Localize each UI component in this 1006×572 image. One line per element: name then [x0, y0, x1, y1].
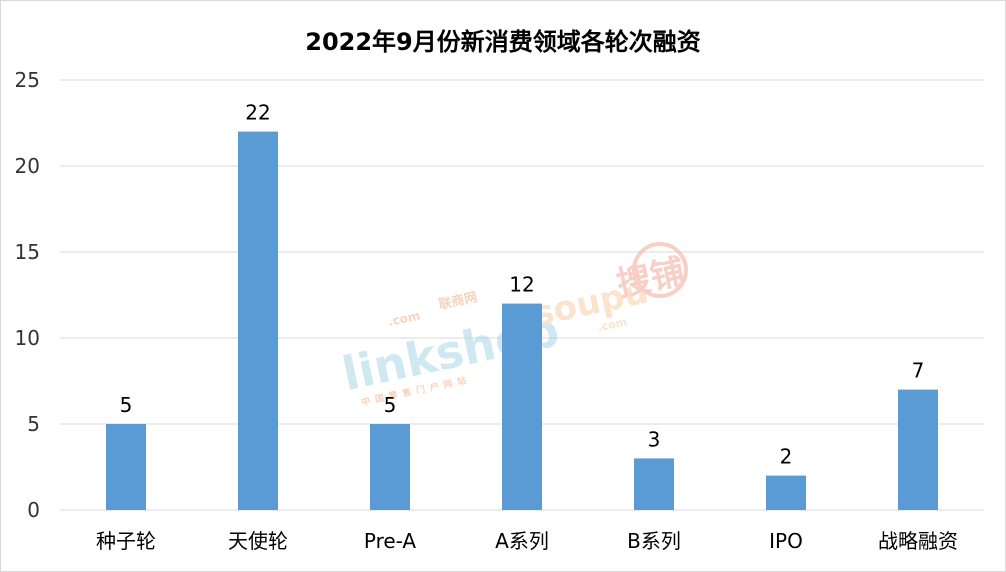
y-tick-label: 0 [27, 498, 40, 522]
bar [370, 424, 410, 510]
watermark-linkshop-com: .com [387, 308, 422, 328]
data-label: 7 [912, 359, 925, 383]
bar [106, 424, 146, 510]
x-tick-label: 战略融资 [878, 529, 958, 553]
bar [898, 389, 938, 510]
data-label: 22 [245, 101, 270, 125]
y-tick-label: 25 [15, 68, 40, 92]
watermark-pin-icon [632, 242, 688, 298]
y-tick-label: 15 [15, 240, 40, 264]
watermark-soupu-com: .com [596, 315, 628, 334]
bar [238, 131, 278, 510]
data-label: 5 [120, 393, 133, 417]
x-tick-label: Pre-A [364, 529, 417, 553]
watermark-soupu-cn: 搜铺 [613, 252, 688, 305]
data-label: 3 [648, 427, 661, 451]
x-tick-label: IPO [769, 529, 803, 553]
x-axis: 种子轮 天使轮 Pre-A A系列 B系列 IPO 战略融资 [96, 529, 958, 553]
y-tick-label: 20 [15, 154, 40, 178]
x-tick-label: 种子轮 [96, 529, 156, 553]
y-axis: 0 5 10 15 20 25 [15, 68, 40, 522]
y-tick-label: 10 [15, 326, 40, 350]
x-tick-label: A系列 [495, 529, 549, 553]
chart-title: 2022年9月份新消费领域各轮次融资 [305, 28, 701, 56]
data-label: 2 [780, 445, 793, 469]
bar [502, 303, 542, 510]
bars [106, 131, 938, 510]
bar [634, 458, 674, 510]
y-tick-label: 5 [27, 412, 40, 436]
x-tick-label: 天使轮 [228, 529, 288, 553]
bar [766, 475, 806, 510]
x-tick-label: B系列 [627, 529, 681, 553]
data-label: 5 [384, 393, 397, 417]
data-label: 12 [509, 273, 534, 297]
watermark-linkshop-cn: 联商网 [437, 289, 478, 313]
data-labels: 5 22 5 12 3 2 7 [120, 101, 925, 469]
